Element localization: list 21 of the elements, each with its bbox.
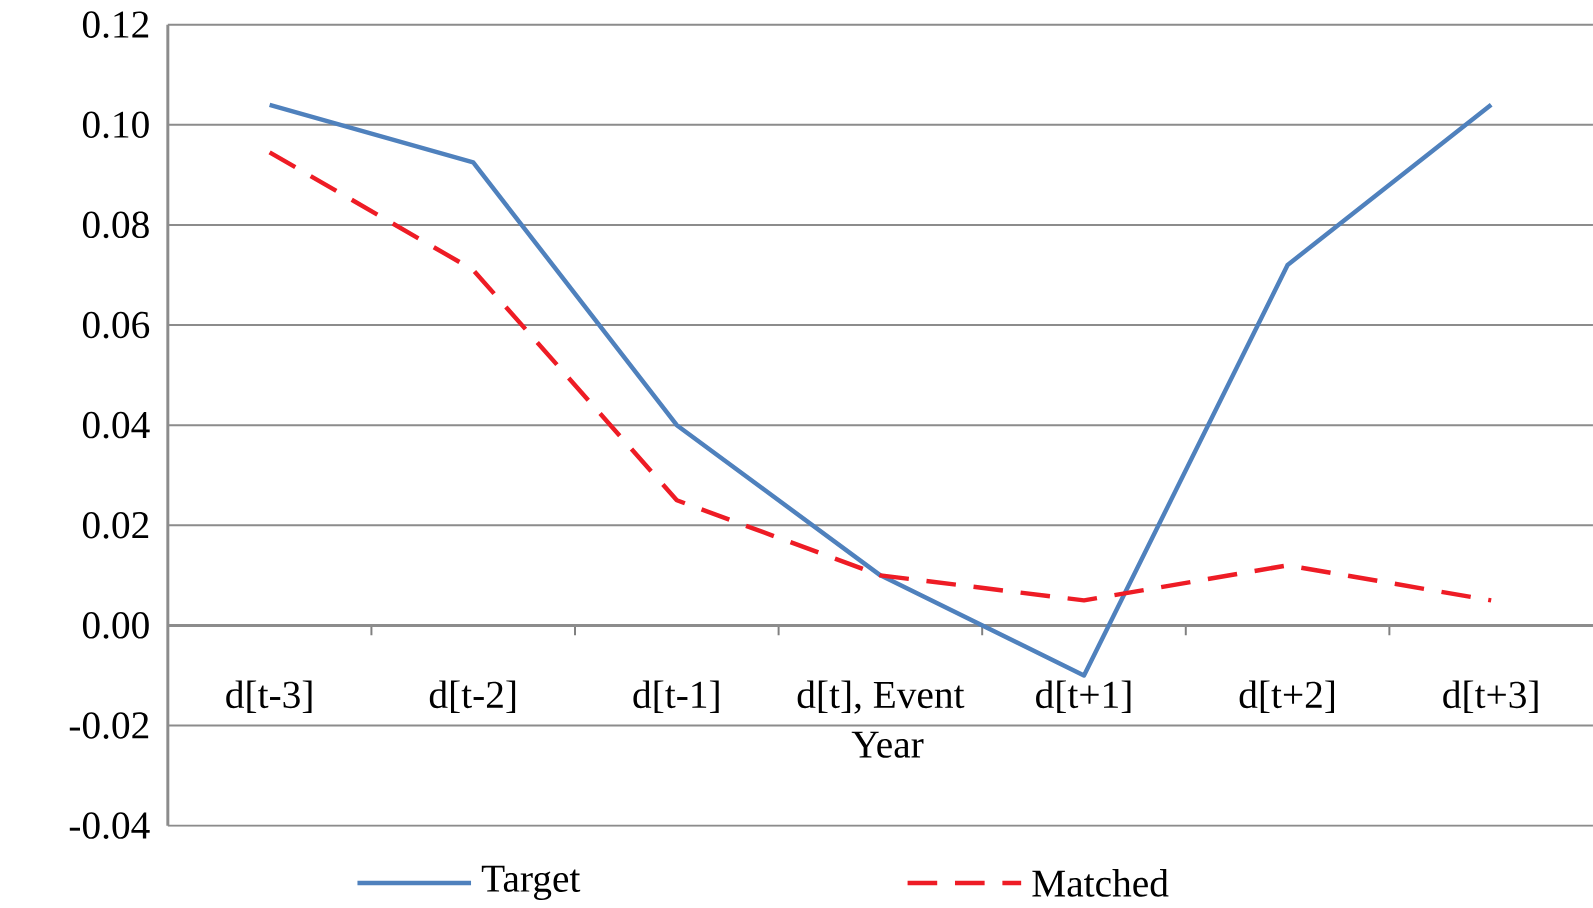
x-tick-label: d[t], Event: [797, 680, 965, 714]
x-tick-label: d[t-3]: [226, 680, 312, 714]
x-tick-label: d[t+2]: [1239, 680, 1335, 714]
y-tick-label: 0.08: [82, 211, 149, 239]
y-tick-label: -0.02: [69, 712, 149, 740]
legend-label: Target: [481, 865, 581, 901]
x-tick-label: d[t-1]: [633, 680, 719, 714]
legend-label: Matched: [1032, 869, 1169, 897]
y-tick-label: 0.04: [82, 411, 150, 439]
x-axis-title: Year: [851, 731, 924, 759]
y-tick-label: 0.12: [82, 11, 149, 39]
y-tick-label: 0.06: [82, 311, 150, 339]
line-series: [267, 102, 1494, 678]
x-tick-label: d[t+1]: [1036, 680, 1131, 714]
y-tick-label: 0.02: [82, 512, 149, 539]
y-tick-label: 0.00: [82, 612, 149, 639]
line-series: [267, 150, 1494, 603]
x-tick-label: d[t+3]: [1443, 680, 1538, 714]
y-tick-label: -0.04: [69, 812, 150, 840]
y-tick-label: 0.10: [82, 111, 149, 139]
x-tick-label: d[t-2]: [429, 680, 516, 714]
